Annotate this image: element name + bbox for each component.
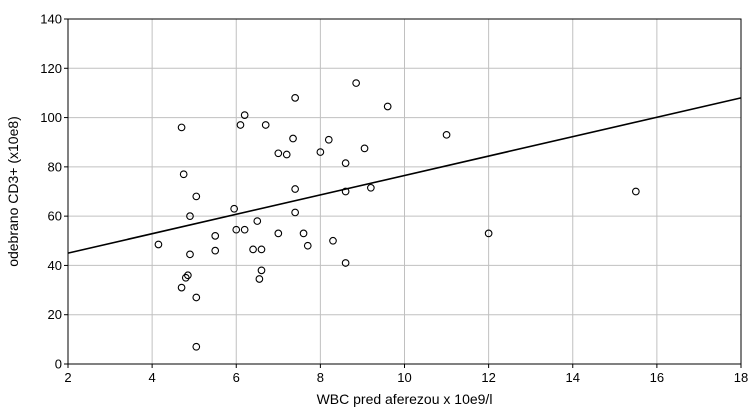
data-point <box>184 271 192 280</box>
data-point <box>282 150 291 159</box>
regression-fit-line <box>67 97 742 254</box>
data-point <box>299 229 308 238</box>
y-tick-label: 60 <box>48 209 62 224</box>
data-point <box>177 123 186 132</box>
data-point <box>177 283 186 292</box>
x-tick-label: 12 <box>481 370 495 385</box>
data-point <box>240 111 249 119</box>
x-tick-label: 2 <box>64 370 71 385</box>
x-axis-title: WBC pred aferezou x 10e9/l <box>317 391 493 407</box>
data-point <box>484 229 493 238</box>
data-point <box>181 273 190 282</box>
data-point <box>341 159 350 168</box>
data-point <box>324 135 333 144</box>
data-point <box>179 170 188 179</box>
grid-lines <box>67 18 742 365</box>
y-tick-label: 80 <box>48 159 62 174</box>
y-tick-label: 140 <box>40 12 62 27</box>
data-point <box>367 183 375 192</box>
x-tick-label: 8 <box>317 370 324 385</box>
data-point <box>274 229 283 238</box>
data-point <box>211 232 220 240</box>
data-point <box>186 250 194 259</box>
data-point <box>192 342 201 351</box>
data-point <box>261 121 270 129</box>
x-tick-label: 6 <box>233 370 240 385</box>
data-point <box>289 134 297 143</box>
x-tick-label: 10 <box>397 370 411 385</box>
data-point <box>232 225 241 234</box>
y-tick-label: 0 <box>55 357 62 372</box>
data-point <box>329 236 337 245</box>
data-point <box>341 187 350 196</box>
data-point <box>186 212 194 220</box>
data-point <box>253 217 262 225</box>
x-tick-label: 16 <box>650 370 664 385</box>
data-point <box>360 144 369 153</box>
data-point <box>316 148 325 156</box>
data-point <box>291 94 299 102</box>
data-point <box>291 185 299 193</box>
data-point <box>192 293 201 302</box>
data-point <box>192 192 201 201</box>
data-point <box>154 240 163 249</box>
x-tick-label: 18 <box>734 370 748 385</box>
y-tick-label: 20 <box>48 307 62 322</box>
data-point <box>631 187 640 196</box>
x-tick-label: 14 <box>566 370 580 385</box>
data-point <box>274 149 283 158</box>
data-point <box>211 246 220 255</box>
y-tick-label: 40 <box>48 258 62 273</box>
data-points <box>154 79 640 351</box>
data-point <box>352 79 360 87</box>
data-point <box>240 225 249 234</box>
data-point <box>383 102 392 111</box>
data-point <box>255 275 264 283</box>
data-point <box>236 121 245 129</box>
y-axis-title: odebrano CD3+ (x10e8) <box>5 116 21 267</box>
y-tick-label: 120 <box>40 61 62 76</box>
axis-ticks: 2 4 6 8 10 12 14 16 18 0 20 40 60 80 100 120 140 <box>40 12 748 386</box>
data-point <box>257 266 266 275</box>
y-tick-label: 100 <box>40 110 62 125</box>
data-point <box>291 208 299 217</box>
x-tick-label: 4 <box>149 370 156 385</box>
data-point <box>341 259 350 267</box>
data-point <box>257 245 266 254</box>
data-point <box>303 241 312 250</box>
data-point <box>230 204 238 213</box>
data-point <box>442 130 451 139</box>
data-point <box>249 245 257 254</box>
